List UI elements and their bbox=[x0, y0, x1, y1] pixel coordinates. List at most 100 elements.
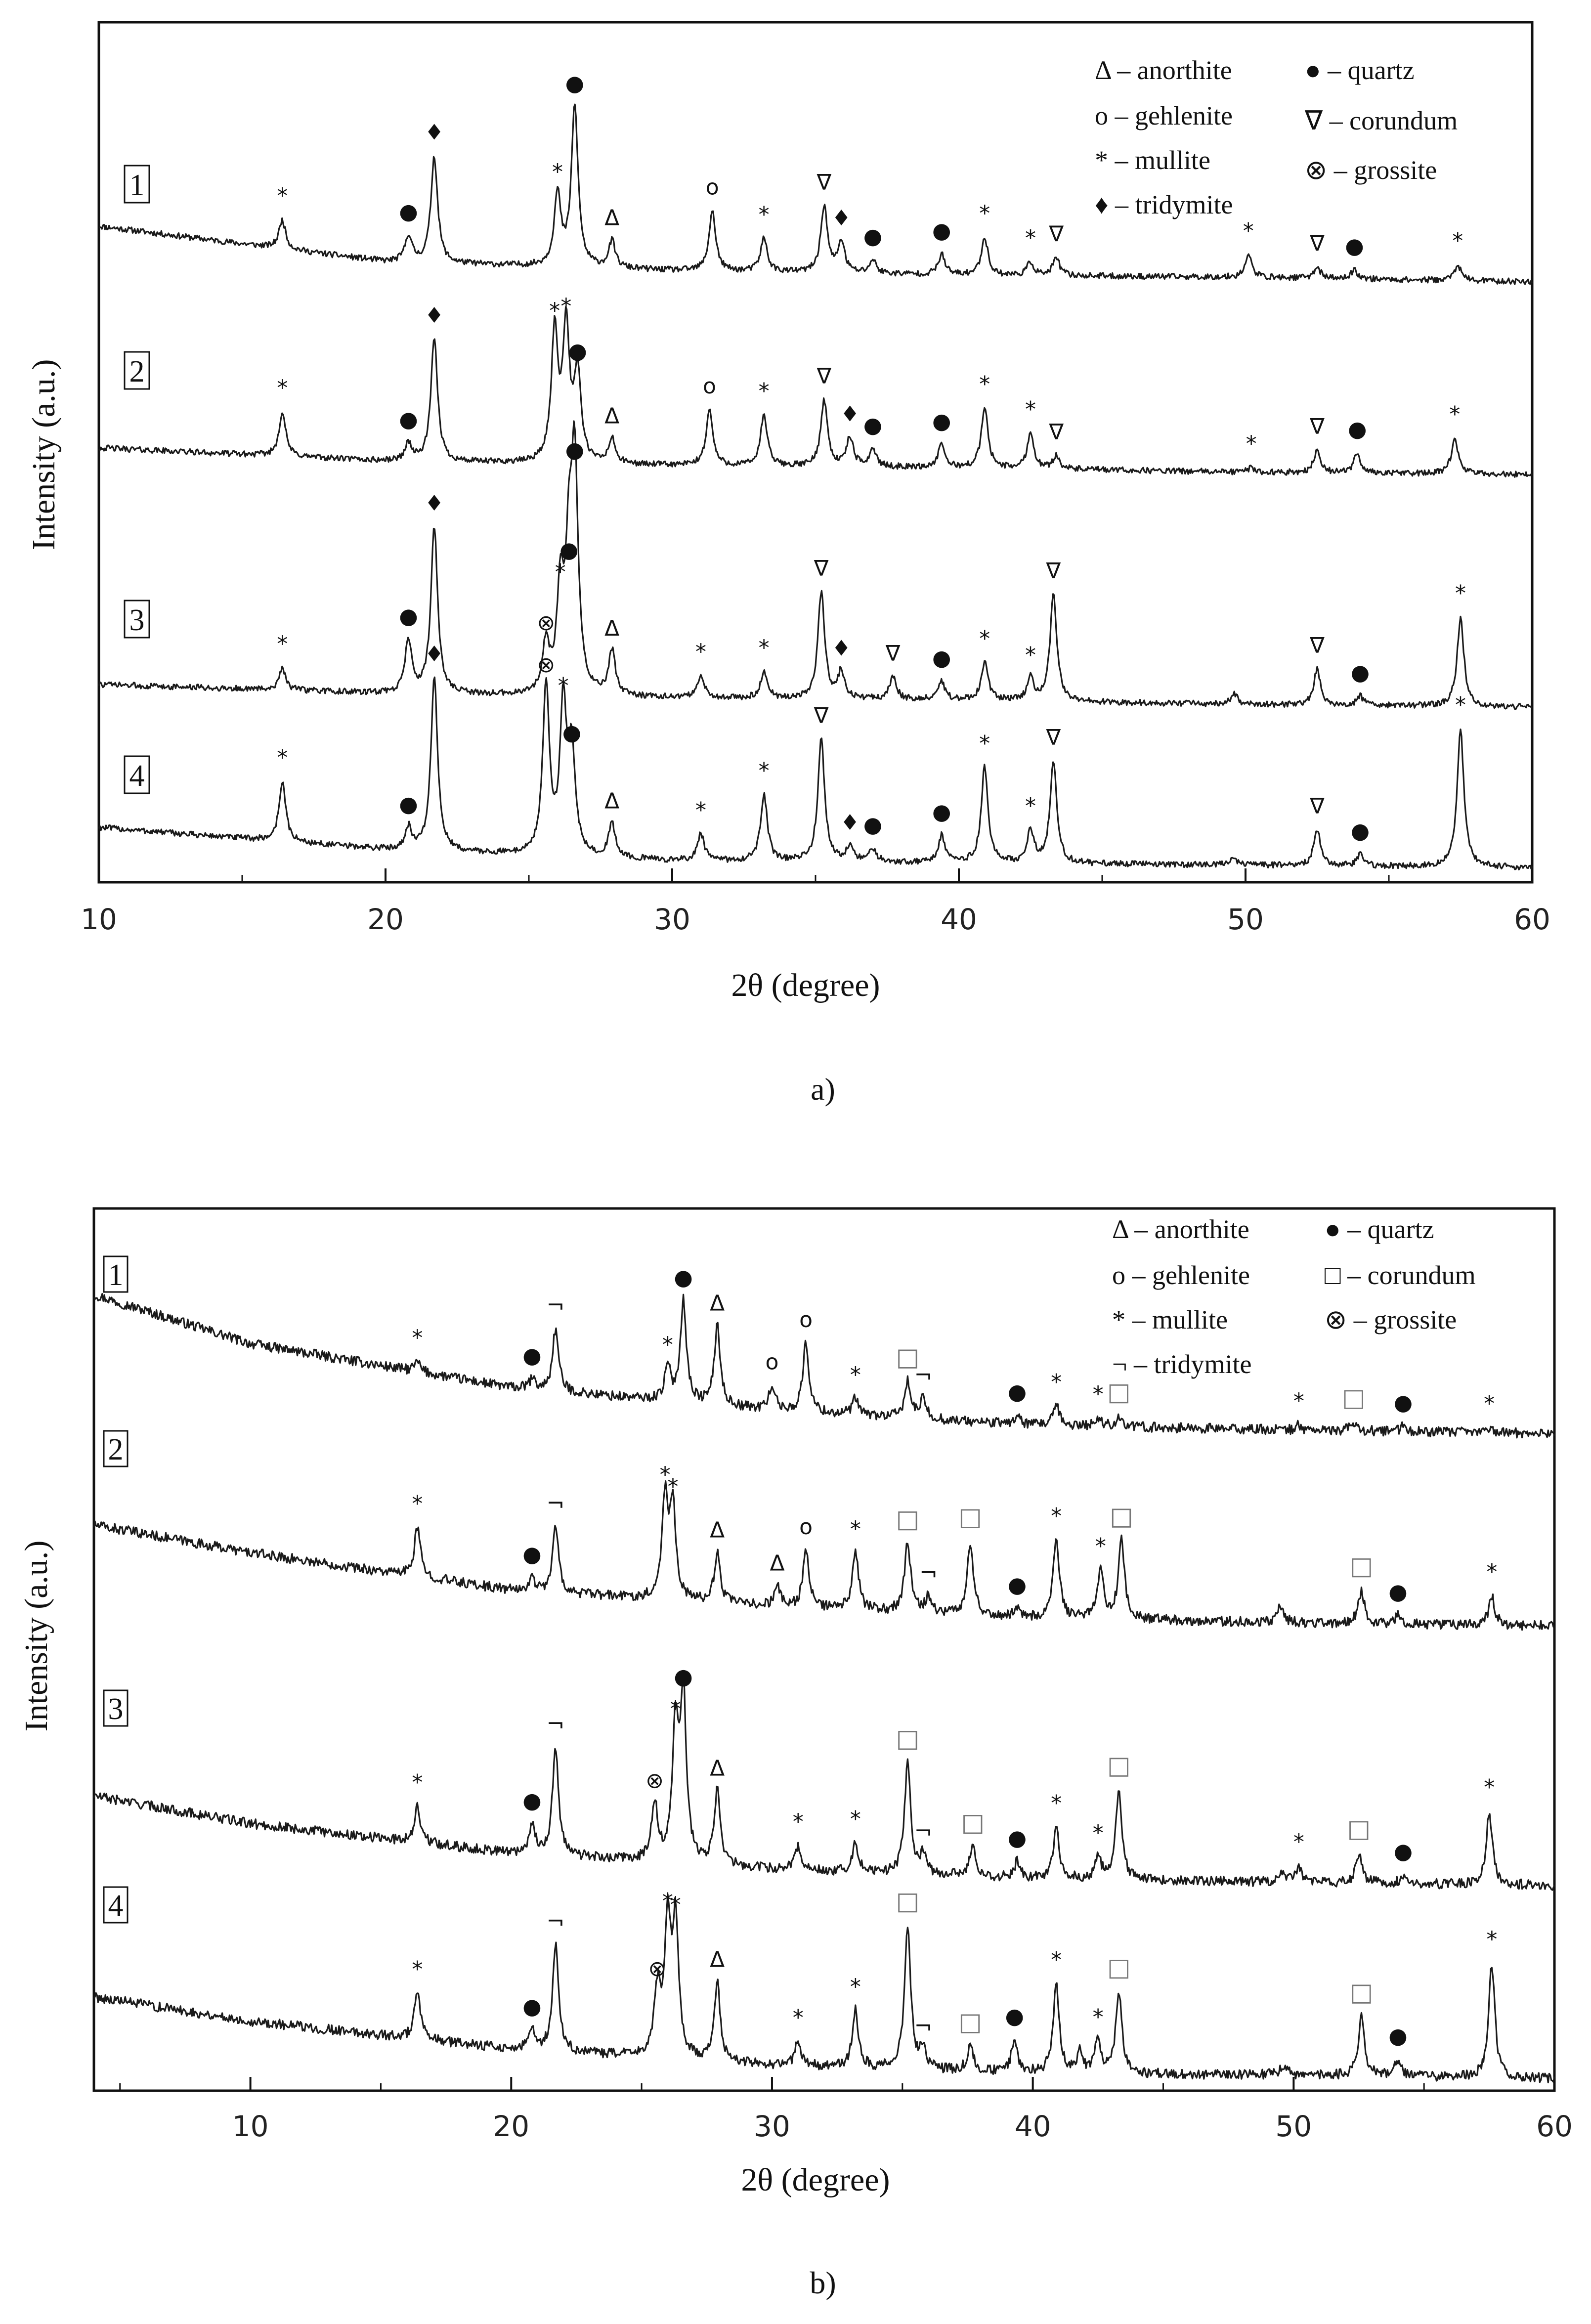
phase-marker-quartz: ● bbox=[562, 720, 581, 745]
phase-marker-tridymite: ♦ bbox=[840, 810, 860, 835]
phase-marker-quartz: ● bbox=[522, 1343, 541, 1368]
phase-marker-mullite: * bbox=[793, 1809, 804, 1834]
phase-marker-quartz: ● bbox=[674, 1265, 692, 1290]
phase-marker-quartz: ● bbox=[399, 199, 418, 224]
x-tick-label: 30 bbox=[754, 2109, 790, 2143]
phase-marker-mullite: * bbox=[412, 1957, 423, 1982]
phase-marker-tridymite: ¬ bbox=[919, 1560, 938, 1586]
phase-marker-mullite: * bbox=[1486, 1559, 1497, 1585]
phase-marker-tridymite: ¬ bbox=[914, 1363, 933, 1388]
phase-marker-mullite: * bbox=[277, 632, 288, 657]
x-tick-label: 20 bbox=[367, 903, 404, 936]
curve-label-1: 1 bbox=[129, 169, 145, 202]
phase-marker-corundum: ∇ bbox=[1309, 794, 1325, 819]
curve-label-box bbox=[124, 755, 150, 794]
phase-marker-corundum: □ bbox=[958, 1502, 982, 1531]
phase-marker-gehlenite: o bbox=[706, 174, 719, 200]
panel-a-curve-labels: 1 2 3 4 bbox=[124, 165, 150, 794]
panel-a-phase-markers: *●♦*●Δo*∇♦● ●** ∇ * ∇ ● **●♦ * *●Δo *∇♦ ● ●**∇ *∇ ●**… bbox=[277, 71, 1466, 843]
legend-grossite: ⊗ – grossite bbox=[1325, 1305, 1457, 1334]
phase-marker-mullite: * bbox=[1293, 1830, 1304, 1855]
phase-marker-corundum: □ bbox=[1107, 1953, 1130, 1981]
panel-b-phase-markers: *●¬*●Δoo*□¬● * * □ * □ ● **●¬**ΔΔo * □¬□●**□□●**●… bbox=[412, 1265, 1497, 2049]
phase-marker-corundum: ∇ bbox=[817, 363, 832, 388]
phase-marker-tridymite: ♦ bbox=[425, 642, 444, 667]
curve-label-3: 3 bbox=[129, 603, 145, 637]
curve-label-box bbox=[103, 1255, 129, 1293]
legend-grossite: ⊗ – grossite bbox=[1305, 155, 1437, 185]
phase-marker-tridymite: ¬ bbox=[547, 1293, 565, 1318]
phase-marker-corundum: □ bbox=[1110, 1502, 1133, 1530]
phase-marker-quartz: ● bbox=[565, 71, 584, 96]
panel-a-curves bbox=[98, 103, 1533, 870]
phase-marker-quartz: ● bbox=[1345, 233, 1364, 258]
curve-label-3: 3 bbox=[108, 1692, 124, 1726]
panel-b-y-label: Intensity (a.u.) bbox=[18, 1541, 54, 1732]
phase-marker-anorthite: Δ bbox=[710, 1517, 725, 1543]
x-tick-label: 20 bbox=[493, 2109, 529, 2143]
legend-tridymite: ¬ – tridymite bbox=[1112, 1349, 1251, 1379]
x-tick-label: 50 bbox=[1275, 2109, 1312, 2143]
xrd-curve-2 bbox=[98, 306, 1533, 478]
curve-label-2: 2 bbox=[108, 1433, 124, 1466]
phase-marker-quartz: ● bbox=[522, 1788, 541, 1813]
panel-a: 10 20 30 40 50 60 2θ (degree) Intensity (a.u.… bbox=[26, 21, 1550, 1107]
phase-marker-corundum: □ bbox=[1107, 1377, 1130, 1406]
phase-marker-mullite: * bbox=[1486, 1927, 1497, 1952]
x-tick-label: 40 bbox=[941, 903, 977, 936]
panel-a-x-label: 2θ (degree) bbox=[731, 967, 880, 1003]
phase-marker-mullite: * bbox=[979, 201, 990, 226]
phase-marker-quartz: ● bbox=[932, 409, 951, 434]
curve-label-4: 4 bbox=[129, 759, 145, 793]
legend-quartz: ● – quartz bbox=[1325, 1214, 1434, 1244]
curve-label-box bbox=[124, 351, 150, 390]
phase-marker-corundum: □ bbox=[1350, 1551, 1373, 1580]
phase-marker-corundum: □ bbox=[896, 1724, 919, 1753]
phase-marker-tridymite: ♦ bbox=[425, 303, 444, 328]
curve-label-box bbox=[124, 600, 150, 639]
phase-marker-quartz: ● bbox=[1388, 1580, 1407, 1605]
phase-marker-mullite: * bbox=[1452, 228, 1463, 254]
phase-marker-quartz: ● bbox=[1388, 2023, 1407, 2049]
phase-marker-mullite: * bbox=[1025, 397, 1036, 422]
phase-marker-mullite: * bbox=[979, 731, 990, 756]
xrd-curve-2 bbox=[93, 1480, 1555, 1631]
phase-marker-corundum: ∇ bbox=[885, 641, 901, 666]
phase-marker-mullite: * bbox=[667, 1474, 678, 1499]
phase-marker-mullite: * bbox=[549, 298, 560, 323]
phase-marker-mullite: * bbox=[1243, 218, 1254, 244]
phase-marker-corundum: □ bbox=[961, 1808, 985, 1837]
phase-marker-mullite: * bbox=[1051, 1947, 1062, 1973]
phase-marker-mullite: * bbox=[1051, 1504, 1062, 1529]
phase-marker-quartz: ● bbox=[1394, 1390, 1413, 1415]
phase-marker-quartz: ● bbox=[1351, 660, 1370, 685]
phase-marker-mullite: * bbox=[1455, 581, 1466, 606]
curve-label-1: 1 bbox=[108, 1258, 124, 1292]
phase-marker-anorthite: Δ bbox=[604, 404, 619, 429]
phase-marker-quartz: ● bbox=[932, 218, 951, 243]
phase-marker-mullite: * bbox=[670, 1892, 681, 1917]
panel-a-y-label: Intensity (a.u.) bbox=[26, 359, 62, 551]
curve-label-4: 4 bbox=[108, 1889, 124, 1923]
phase-marker-corundum: □ bbox=[1347, 1814, 1371, 1843]
legend-anorthite: Δ – anorthite bbox=[1095, 55, 1232, 85]
phase-marker-grossite: ⊗ bbox=[537, 610, 555, 636]
phase-marker-corundum: ∇ bbox=[1046, 558, 1061, 583]
phase-marker-corundum: □ bbox=[896, 1887, 919, 1915]
phase-marker-mullite: * bbox=[1484, 1775, 1495, 1800]
phase-marker-gehlenite: o bbox=[703, 374, 716, 399]
phase-marker-mullite: * bbox=[759, 202, 770, 227]
panel-a-caption: a) bbox=[811, 1072, 835, 1107]
phase-marker-mullite: * bbox=[277, 745, 288, 770]
phase-marker-corundum: ∇ bbox=[1309, 231, 1325, 256]
phase-marker-mullite: * bbox=[850, 1516, 861, 1542]
phase-marker-tridymite: ¬ bbox=[914, 2014, 933, 2039]
phase-marker-quartz: ● bbox=[1394, 1839, 1413, 1864]
phase-marker-tridymite: ¬ bbox=[547, 1712, 565, 1737]
phase-marker-corundum: ∇ bbox=[1046, 725, 1061, 750]
x-tick-label: 40 bbox=[1015, 2109, 1051, 2143]
phase-marker-grossite: ⊗ bbox=[645, 1768, 664, 1794]
phase-marker-mullite: * bbox=[850, 1974, 861, 1999]
xrd-curve-4 bbox=[98, 676, 1533, 870]
